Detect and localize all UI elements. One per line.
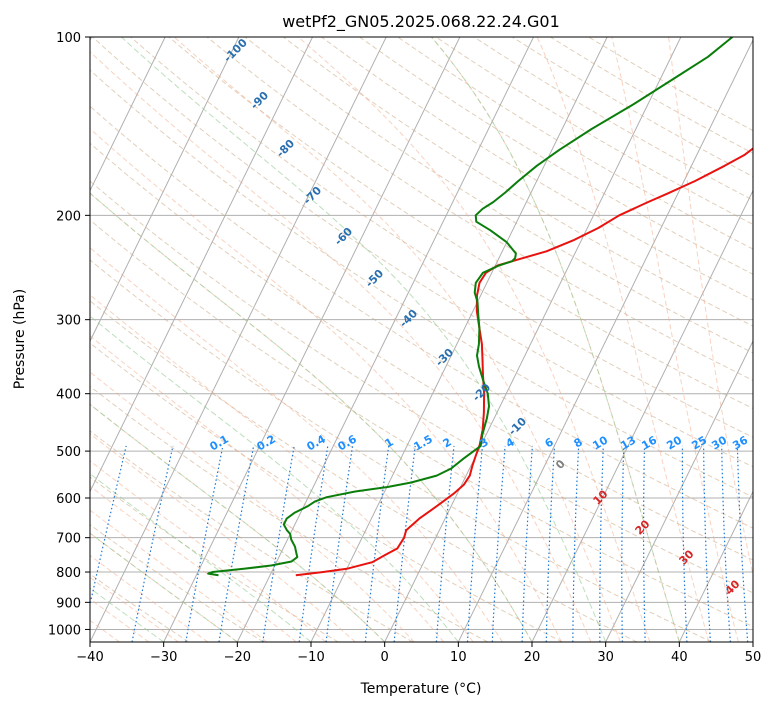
saturated-adiabat-line (90, 403, 386, 642)
x-tick-label: −30 (150, 650, 177, 665)
isotherm-line (605, 339, 753, 642)
saturated-adiabat-line (90, 433, 356, 642)
y-tick-label: 100 (56, 31, 81, 46)
y-tick-label: 800 (56, 566, 81, 581)
x-tick-label: −40 (76, 650, 103, 665)
mixing-ratio-line (393, 445, 416, 642)
dry-adiabat-line (90, 69, 753, 498)
dry-adiabat-line (90, 180, 753, 594)
mixing-ratio-line (643, 445, 646, 642)
skewed-isotherms (90, 37, 753, 642)
y-axis: 100 200 300 400 500 600 700 800 900 1000 (48, 31, 90, 638)
dry-adiabat-line (90, 476, 339, 642)
plot-area: -100-90-80-70-60-50-40-30-20-100.1 0.2 0.4… (90, 37, 753, 642)
mixing-ratio-line (298, 445, 329, 642)
isotherm-line (90, 37, 387, 642)
x-tick-label: 30 (597, 650, 614, 665)
y-tick-label: 500 (56, 445, 81, 460)
x-tick-label: 10 (450, 650, 467, 665)
moist-adiabats (90, 37, 753, 642)
isotherm-line (90, 37, 166, 192)
isotherm-line (90, 37, 240, 343)
dry-adiabat-line (90, 219, 753, 628)
saturated-adiabat-line (536, 37, 710, 642)
isotherm-line (236, 37, 534, 642)
moist-adiabat-line (431, 37, 680, 642)
isotherm-line (163, 37, 461, 642)
y-tick-label: 300 (56, 314, 81, 329)
mixing-ratio-line (621, 445, 625, 642)
saturated-adiabat-line (90, 247, 503, 642)
dry-adiabat-line (90, 259, 712, 642)
mixing-ratio-line (325, 445, 354, 642)
y-tick-label: 700 (56, 532, 81, 547)
dry-adiabat-line (282, 37, 753, 327)
x-tick-label: −20 (224, 650, 251, 665)
dewpoint-profile-line (207, 37, 734, 577)
dry-adiabat-line (90, 342, 563, 642)
mixing-ratio-line (681, 445, 688, 642)
temperature-profile-line (295, 147, 753, 577)
moist-adiabat-line (90, 315, 459, 642)
saturated-adiabat-line (90, 51, 592, 642)
x-tick-label: −10 (297, 650, 324, 665)
y-axis-label: Pressure (hPa) (12, 289, 28, 389)
dry-adiabats (90, 37, 753, 642)
x-tick-label: 20 (524, 650, 541, 665)
mixing-ratio-line (721, 445, 731, 642)
mixing-ratio-line (491, 445, 506, 642)
mixing-ratio-line (521, 445, 533, 642)
x-axis: −40 −30 −20 −10 0 10 20 30 40 50 (76, 642, 761, 665)
saturated-adiabat-line (297, 37, 651, 642)
moist-adiabat-line (121, 37, 607, 642)
y-tick-label: 900 (56, 596, 81, 611)
dry-adiabat-line (321, 37, 753, 301)
moist-adiabat-line (90, 473, 312, 642)
mixing-ratio-line (131, 445, 174, 642)
saturated-adiabat-line (90, 485, 297, 642)
y-tick-label: 600 (56, 492, 81, 507)
dry-adiabat-line (130, 37, 753, 438)
mixing-ratio-line (185, 445, 224, 642)
saturated-adiabat-line (611, 37, 739, 642)
dry-adiabat-line (92, 37, 753, 468)
mixing-ratio-line (435, 445, 455, 642)
dry-adiabat-line (90, 142, 753, 561)
dry-adiabat-line (90, 573, 190, 642)
mixing-ratio-line (262, 445, 295, 642)
dry-adiabat-line (90, 300, 638, 642)
isotherm-line (384, 37, 682, 642)
y-tick-label: 400 (56, 388, 81, 403)
mixing-ratio-lines (90, 445, 749, 642)
y-tick-label: 1000 (48, 623, 81, 638)
x-tick-label: 0 (381, 650, 389, 665)
mixing-ratio-line (466, 445, 484, 642)
mixing-ratio-line (703, 445, 711, 642)
saturated-adiabat-line (90, 128, 562, 642)
y-tick-label: 200 (56, 209, 81, 224)
sounding-profiles (207, 37, 753, 577)
saturated-adiabat-line (90, 460, 327, 642)
mixing-ratio-line (736, 445, 749, 642)
x-tick-label: 40 (671, 650, 688, 665)
dry-adiabat-line (90, 430, 414, 642)
mixing-ratio-line (599, 445, 604, 642)
mixing-ratio-line (572, 445, 580, 642)
mixing-ratio-line (218, 445, 255, 642)
plot-frame (89, 36, 754, 643)
isotherm-line (678, 490, 753, 642)
isotherm-line (90, 37, 313, 493)
saturated-adiabat-line (90, 371, 415, 642)
moist-adiabat-line (90, 192, 533, 642)
chart-title: wetPf2_GN05.2025.068.22.24.G01 (282, 12, 560, 32)
mixing-ratio-line (545, 445, 556, 642)
x-tick-label: 50 (745, 650, 762, 665)
dry-adiabat-line (168, 37, 753, 410)
isotherm-line (531, 189, 753, 642)
saturated-adiabat-line (90, 294, 474, 642)
x-axis-label: Temperature (°C) (360, 681, 482, 697)
pressure-grid (90, 37, 753, 630)
